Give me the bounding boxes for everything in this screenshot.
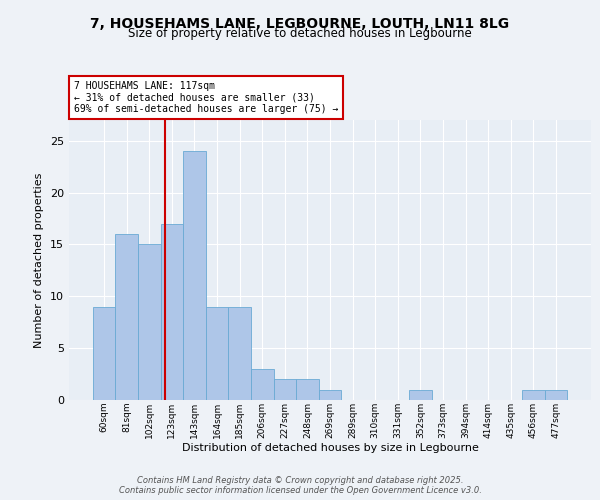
Bar	[138, 244, 161, 400]
Text: Size of property relative to detached houses in Legbourne: Size of property relative to detached ho…	[128, 28, 472, 40]
Bar	[93, 306, 115, 400]
Bar	[183, 151, 206, 400]
Bar	[319, 390, 341, 400]
Bar	[206, 306, 229, 400]
Bar	[274, 380, 296, 400]
Text: 7, HOUSEHAMS LANE, LEGBOURNE, LOUTH, LN11 8LG: 7, HOUSEHAMS LANE, LEGBOURNE, LOUTH, LN1…	[91, 18, 509, 32]
Bar	[251, 369, 274, 400]
Bar	[296, 380, 319, 400]
Bar	[229, 306, 251, 400]
Bar	[115, 234, 138, 400]
Y-axis label: Number of detached properties: Number of detached properties	[34, 172, 44, 348]
Bar	[522, 390, 545, 400]
Bar	[409, 390, 431, 400]
Text: 7 HOUSEHAMS LANE: 117sqm
← 31% of detached houses are smaller (33)
69% of semi-d: 7 HOUSEHAMS LANE: 117sqm ← 31% of detach…	[74, 81, 338, 114]
X-axis label: Distribution of detached houses by size in Legbourne: Distribution of detached houses by size …	[182, 444, 478, 454]
Text: Contains HM Land Registry data © Crown copyright and database right 2025.
Contai: Contains HM Land Registry data © Crown c…	[119, 476, 481, 495]
Bar	[545, 390, 567, 400]
Bar	[161, 224, 183, 400]
